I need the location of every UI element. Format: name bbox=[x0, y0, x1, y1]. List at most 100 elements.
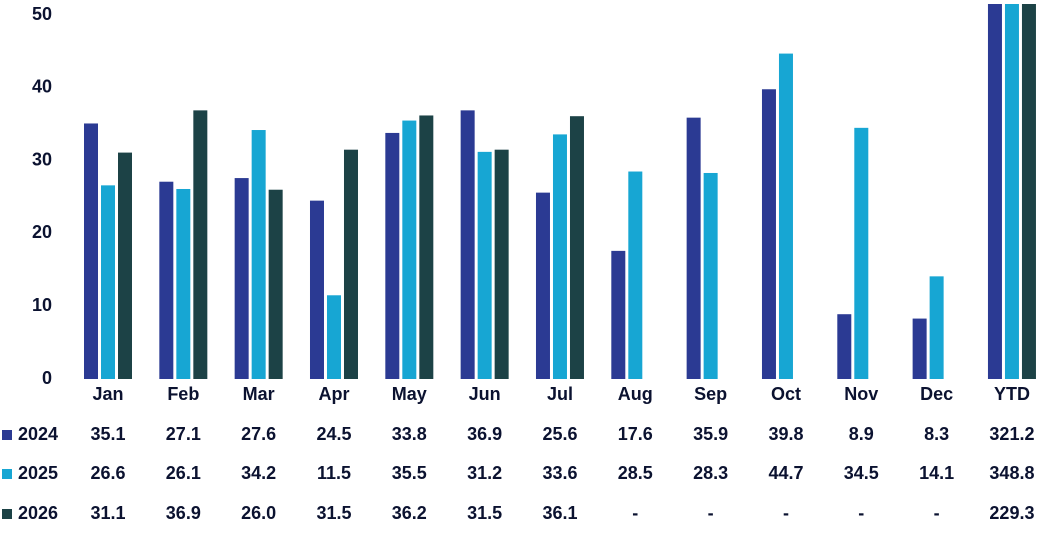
bar-area bbox=[84, 4, 1036, 380]
table-value: - bbox=[632, 503, 638, 523]
legend-swatch bbox=[2, 430, 12, 440]
table-value: 44.7 bbox=[768, 463, 803, 483]
x-tick-label: Aug bbox=[618, 384, 653, 404]
bar bbox=[854, 127, 869, 379]
table-value: 26.6 bbox=[90, 463, 125, 483]
bar bbox=[402, 120, 417, 379]
bar bbox=[535, 192, 550, 379]
bar bbox=[569, 116, 584, 379]
table-value: 27.1 bbox=[166, 424, 201, 444]
table-value: 8.3 bbox=[924, 424, 949, 444]
table-value: - bbox=[858, 503, 864, 523]
bar bbox=[309, 200, 324, 379]
table-value: 36.9 bbox=[166, 503, 201, 523]
legend-label: 2025 bbox=[18, 463, 58, 483]
table-value: 39.8 bbox=[768, 424, 803, 444]
table-value: 34.5 bbox=[844, 463, 879, 483]
bar bbox=[268, 189, 283, 379]
bar bbox=[193, 110, 208, 380]
bar bbox=[628, 171, 643, 379]
x-tick-label: Feb bbox=[167, 384, 199, 404]
table-value: 25.6 bbox=[542, 424, 577, 444]
y-tick-label: 0 bbox=[42, 368, 52, 388]
table-value: 35.5 bbox=[392, 463, 427, 483]
y-tick-label: 50 bbox=[32, 4, 52, 24]
bar bbox=[343, 149, 358, 379]
y-tick-label: 40 bbox=[32, 77, 52, 97]
table-value: 26.1 bbox=[166, 463, 201, 483]
bar bbox=[494, 149, 509, 379]
x-tick-label: Dec bbox=[920, 384, 953, 404]
bar bbox=[101, 185, 115, 379]
bar bbox=[159, 181, 174, 379]
table-value: - bbox=[934, 503, 940, 523]
table-value: 36.1 bbox=[542, 503, 577, 523]
x-tick-label: Jan bbox=[92, 384, 123, 404]
x-tick-label: Nov bbox=[844, 384, 878, 404]
table-value: 348.8 bbox=[989, 463, 1034, 483]
table-value: 35.1 bbox=[90, 424, 125, 444]
table-value: 17.6 bbox=[618, 424, 653, 444]
x-tick-label: Oct bbox=[771, 384, 801, 404]
bar bbox=[419, 115, 434, 380]
bar bbox=[552, 134, 567, 379]
table-value: 26.0 bbox=[241, 503, 276, 523]
table-value: 28.3 bbox=[693, 463, 728, 483]
table-value: 35.9 bbox=[693, 424, 728, 444]
x-tick-label: Mar bbox=[243, 384, 275, 404]
table-value: 33.6 bbox=[542, 463, 577, 483]
bar bbox=[84, 123, 98, 379]
table-value: 31.5 bbox=[316, 503, 351, 523]
table-value: 31.5 bbox=[467, 503, 502, 523]
table-value: 27.6 bbox=[241, 424, 276, 444]
table-value: - bbox=[708, 503, 714, 523]
bar bbox=[837, 314, 852, 379]
table-value: 11.5 bbox=[317, 463, 351, 483]
table-value: 36.9 bbox=[467, 424, 502, 444]
bar bbox=[1004, 4, 1019, 379]
table-value: 28.5 bbox=[618, 463, 653, 483]
table-value: 36.2 bbox=[392, 503, 427, 523]
table-value: 34.2 bbox=[241, 463, 276, 483]
bar bbox=[1021, 4, 1036, 379]
bar bbox=[176, 188, 191, 379]
table-value: 229.3 bbox=[989, 503, 1034, 523]
x-tick-label: Sep bbox=[694, 384, 727, 404]
table-value: 31.2 bbox=[467, 463, 502, 483]
x-tick-label: YTD bbox=[994, 384, 1030, 404]
bar bbox=[385, 132, 400, 379]
table-value: 14.1 bbox=[919, 463, 954, 483]
bar bbox=[326, 295, 341, 379]
x-tick-label: May bbox=[392, 384, 427, 404]
bar bbox=[460, 110, 475, 380]
x-tick-label: Jul bbox=[547, 384, 573, 404]
table-value: 33.8 bbox=[392, 424, 427, 444]
table-value: 321.2 bbox=[989, 424, 1034, 444]
bar bbox=[912, 318, 927, 379]
bar bbox=[234, 178, 249, 379]
bar bbox=[929, 276, 944, 379]
bar bbox=[686, 117, 701, 379]
bar bbox=[477, 151, 492, 379]
y-tick-label: 10 bbox=[32, 295, 52, 315]
table-value: - bbox=[783, 503, 789, 523]
bar bbox=[987, 4, 1002, 379]
bar bbox=[778, 53, 793, 380]
bar bbox=[761, 89, 776, 380]
table-value: 8.9 bbox=[849, 424, 874, 444]
legend-label: 2024 bbox=[18, 424, 58, 444]
bar bbox=[251, 130, 266, 379]
bar bbox=[118, 152, 132, 379]
bar bbox=[703, 172, 718, 379]
x-tick-label: Jun bbox=[469, 384, 501, 404]
y-tick-label: 30 bbox=[32, 149, 52, 169]
legend-label: 2026 bbox=[18, 503, 58, 523]
bar bbox=[611, 250, 626, 379]
y-tick-label: 20 bbox=[32, 222, 52, 242]
table-value: 24.5 bbox=[316, 424, 351, 444]
legend-swatch bbox=[2, 469, 12, 479]
x-tick-label: Apr bbox=[318, 384, 349, 404]
table-value: 31.1 bbox=[90, 503, 125, 523]
